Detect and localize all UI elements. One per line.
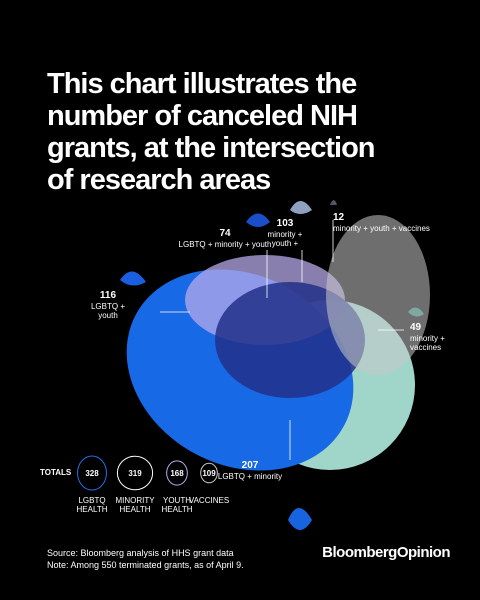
annotation-value: 74 (219, 228, 231, 239)
title: This chart illustrates the number of can… (47, 68, 376, 196)
source: Source: Bloomberg analysis of HHS grant … (47, 548, 234, 558)
brand: BloombergOpinion (322, 544, 450, 561)
annotation-label: LGBTQ + youth (90, 302, 125, 320)
total-value: 319 (128, 469, 142, 478)
totals (77, 455, 218, 491)
drop-icon (290, 201, 312, 214)
total-label: LGBTQ HEALTH (76, 496, 108, 514)
annotation-value: 207 (241, 460, 259, 471)
minority-ellipse (326, 215, 430, 375)
total-value: 328 (85, 469, 99, 478)
annotation-value: 116 (99, 290, 117, 301)
totals-label: TOTALS (40, 468, 72, 477)
annotation-value: 12 (333, 212, 345, 223)
total-ellipse (77, 455, 107, 491)
annotation-label: minority + youth + vaccines (333, 224, 430, 233)
annotation-value: 49 (410, 322, 422, 333)
note: Note: Among 550 terminated grants, as of… (47, 560, 244, 570)
total-label: YOUTH HEALTH (161, 496, 193, 514)
leader-lines (160, 220, 404, 460)
drop-icon (330, 200, 337, 205)
annotation-label: minority + vaccines (410, 334, 445, 352)
total-label: MINORITY HEALTH (115, 496, 155, 514)
total-label: VACCINES (188, 496, 230, 505)
total-value: 168 (170, 469, 184, 478)
annotation-label: LGBTQ + minority + youth (178, 240, 272, 249)
total-ellipse (116, 455, 154, 491)
total-ellipse (200, 462, 218, 484)
drop-icon (120, 271, 146, 286)
annotation-label: minority + youth + (267, 230, 303, 248)
total-value: 109 (202, 469, 216, 478)
total-ellipse (166, 460, 188, 486)
drop-icon (408, 307, 424, 317)
annotation-label: LGBTQ + minority (217, 472, 283, 481)
drop-icon (246, 213, 270, 227)
drop-icon (288, 508, 312, 530)
annotation-value: 103 (276, 218, 294, 229)
